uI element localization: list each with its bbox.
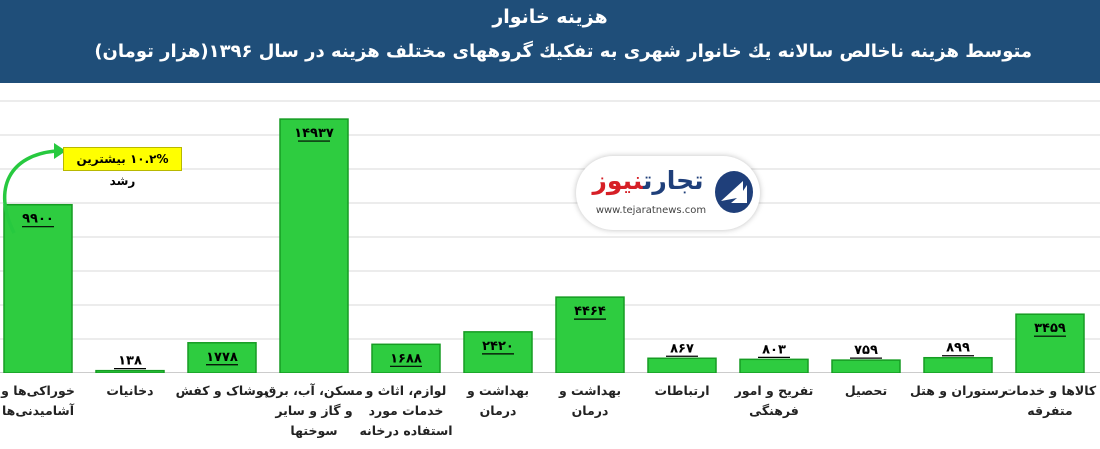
bar-chart: ۹۹۰۰ ۱۳۸ ۱۷۷۸ ۱۴۹۳۷ ۱۶۸۸ ۲۴۲۰ ۴۴۶۴ ۸۶۷ ۸۰۳ ۷۵۹ ۸۹۹… <box>0 100 1100 373</box>
bars: ۹۹۰۰ ۱۳۸ ۱۷۷۸ ۱۴۹۳۷ ۱۶۸۸ ۲۴۲۰ ۴۴۶۴ ۸۶۷ ۸۰۳ ۷۵۹ ۸۹۹… <box>3 118 1085 373</box>
bar <box>739 358 809 373</box>
logo-emblem-icon <box>715 171 753 213</box>
bar-value-label: ۱۳۸ <box>118 354 142 369</box>
logo-name-b: نیوز <box>592 166 643 195</box>
arrow-head <box>54 143 66 159</box>
category-label: بهداشت و درمان <box>466 383 530 418</box>
bar <box>1015 313 1085 373</box>
bar <box>95 369 165 373</box>
logo-name-a: تجارت <box>642 166 704 195</box>
bar <box>371 343 441 373</box>
category-label: بهداشت و درمان <box>558 383 622 418</box>
bar-value-label: ۳۴۵۹ <box>1034 321 1066 336</box>
growth-arrow <box>3 143 66 234</box>
bar <box>647 357 717 373</box>
bar <box>3 203 73 373</box>
bar-value-label: ۱۴۹۳۷ <box>294 126 334 141</box>
bar <box>555 296 625 373</box>
category-label: لوازم، اثاث و خدمات مورد استفاده درخانه <box>359 383 453 438</box>
bar-value-label: ۸۶۷ <box>670 341 694 356</box>
category-label: تفریح و امور فرهنگی <box>734 383 814 418</box>
bar-value-label: ۱۶۸۸ <box>390 351 422 366</box>
category-label: دخانیات <box>106 383 154 398</box>
category-label: ارتباطات <box>654 383 710 398</box>
bar-value-label: ۷۵۹ <box>854 343 878 358</box>
bar <box>463 331 533 373</box>
chart-header: هزینه خانوار متوسط هزینه ناخالص سالانه ی… <box>0 0 1100 83</box>
bar <box>831 359 901 373</box>
gridlines <box>0 100 1100 373</box>
category-label: مسکن، آب، برق و گاز و سایر سوختها <box>265 383 363 438</box>
bar-value-label: ۸۹۹ <box>946 341 970 356</box>
bar-value-label: ۲۴۲۰ <box>482 339 514 354</box>
category-label: خوراکی‌ها و آشامیدنی‌ها <box>1 383 75 418</box>
bar <box>279 118 349 373</box>
chart-title: هزینه خانوار <box>492 6 608 28</box>
arrow-curve <box>3 149 57 234</box>
category-label: کالاها و خدمات متفرقه <box>1003 383 1097 418</box>
tejaratnews-logo: تجارتنیوز www.tejaratnews.com <box>576 156 760 230</box>
logo-wordmark: تجارتنیوز <box>588 166 708 195</box>
category-label: پوشاک و کفش <box>175 383 269 398</box>
growth-callout: ۱۰.۲% بیشترین رشد <box>63 147 182 188</box>
bar-value-label: ۹۹۰۰ <box>22 212 54 227</box>
chart-subtitle: متوسط هزینه ناخالص سالانه یك خانوار شهری… <box>94 41 1032 62</box>
bar-value-label: ۸۰۳ <box>762 342 786 357</box>
bar-value-label: ۴۴۶۴ <box>574 304 606 319</box>
bar-value-label: ۱۷۷۸ <box>206 350 238 365</box>
category-label: رستوران و هتل <box>910 383 1006 398</box>
bar <box>923 356 993 373</box>
logo-url: www.tejaratnews.com <box>595 205 707 216</box>
category-label: تحصیل <box>844 383 888 398</box>
